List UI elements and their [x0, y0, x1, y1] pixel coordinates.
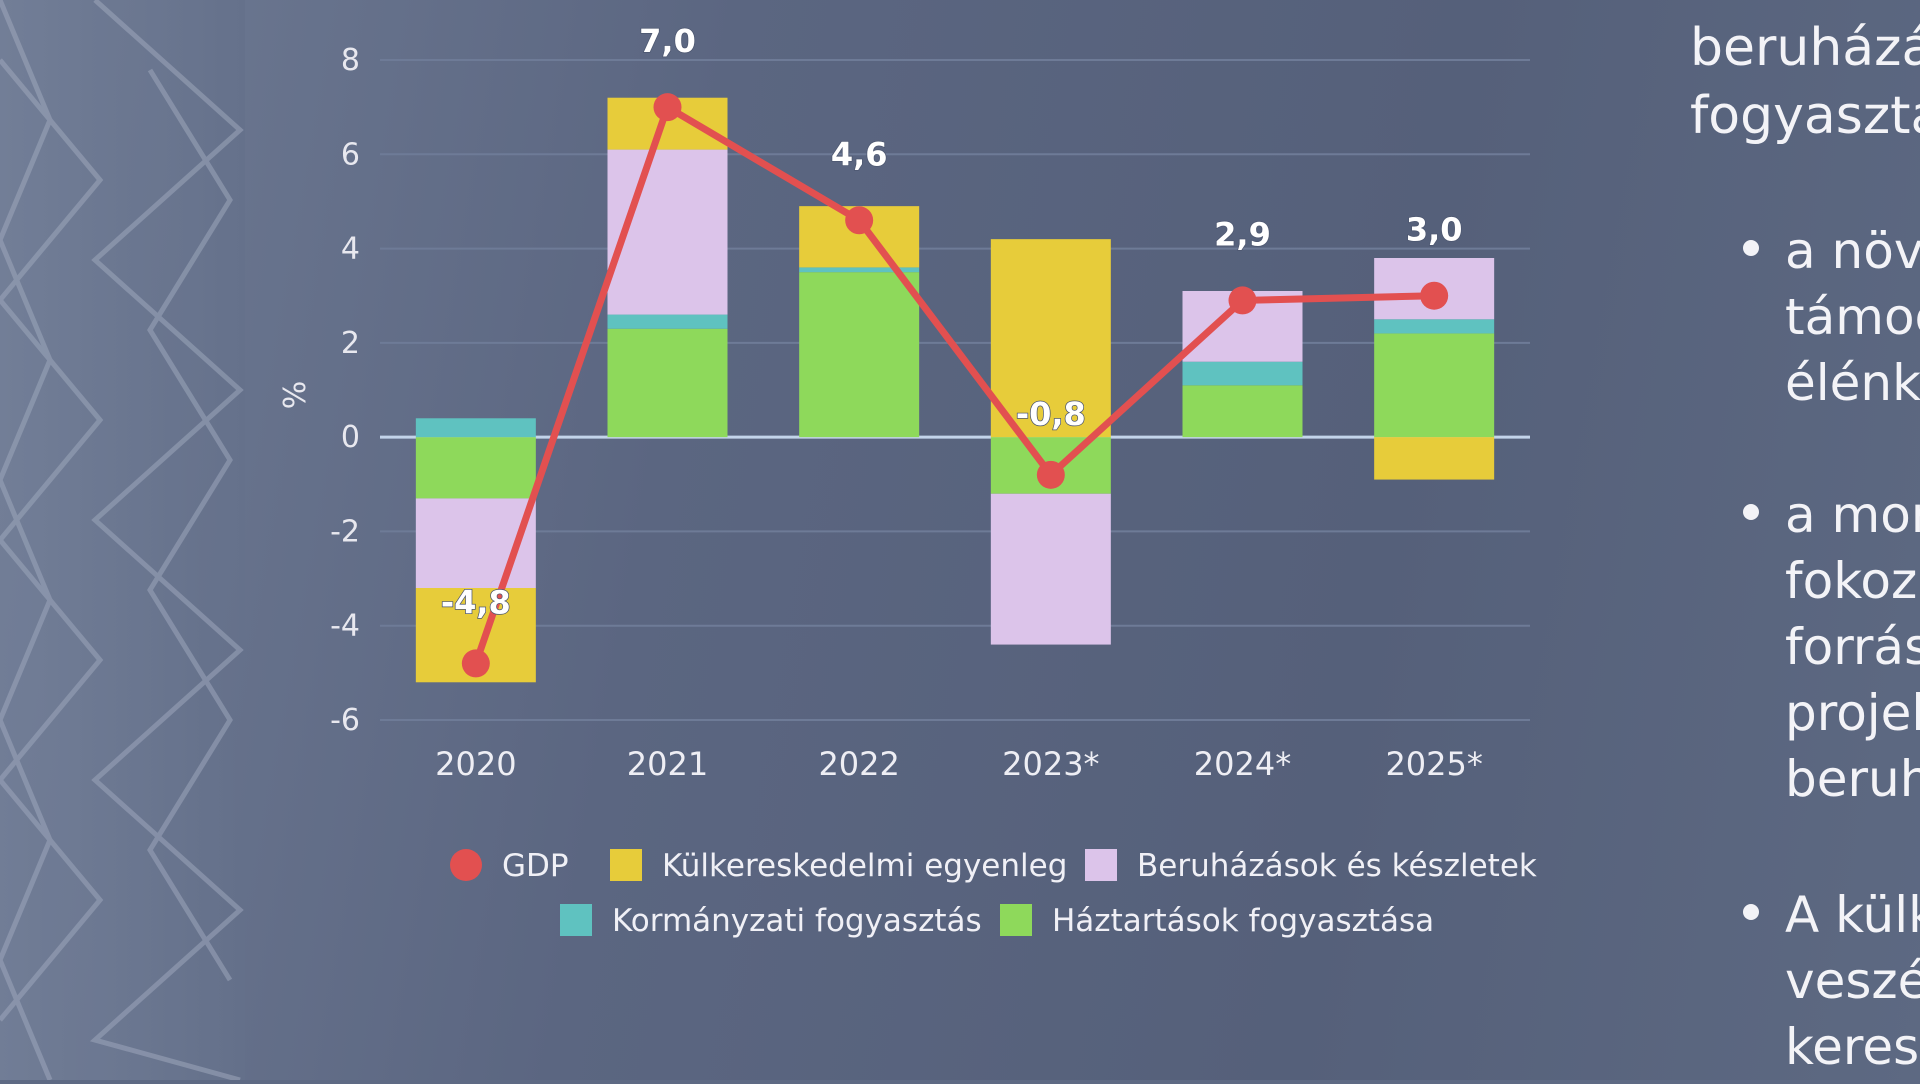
bullet-dot — [1743, 504, 1759, 520]
y-axis-ticks: 8 6 4 2 0 -2 -4 -6 — [330, 43, 360, 738]
bar-segment — [1374, 319, 1495, 334]
bullet-text: A külk — [1785, 886, 1920, 944]
bullet-dot — [1743, 240, 1759, 256]
gdp-point — [1228, 286, 1257, 315]
legend-label: Beruházások és készletek — [1137, 848, 1537, 884]
bar-segment — [607, 328, 728, 438]
bar-segment — [1182, 385, 1303, 438]
bullet-text: fokoz — [1785, 552, 1918, 610]
legend-marker — [1085, 849, 1117, 881]
gdp-point — [1420, 281, 1449, 310]
x-tick-label: 2025* — [1385, 745, 1482, 783]
legend: GDP Külkereskedelmi egyenleg Beruházások é… — [450, 848, 1537, 939]
bullet-text: a mon — [1785, 486, 1920, 544]
y-tick-label: -6 — [330, 703, 360, 738]
gdp-point — [1036, 460, 1065, 489]
gdp-point — [653, 93, 682, 122]
legend-marker — [560, 904, 592, 936]
legend-marker — [450, 849, 482, 881]
data-label: 4,6 — [831, 135, 888, 173]
bar-segment — [607, 314, 728, 329]
grid-lines — [380, 59, 1530, 721]
data-label: 7,0 — [639, 22, 696, 60]
legend-label: GDP — [502, 848, 569, 884]
x-tick-label: 2024* — [1194, 745, 1291, 783]
bullet-dot — [1743, 904, 1759, 920]
y-axis-label: % — [278, 381, 313, 410]
bars — [415, 97, 1495, 683]
legend-label: Háztartások fogyasztása — [1052, 903, 1434, 939]
side-text-line: beruházá — [1690, 18, 1920, 78]
slide-side-text: beruházá fogyasztá a növ támog élénkü a … — [1690, 0, 1920, 1080]
y-tick-label: 0 — [341, 420, 360, 455]
bullet-text: projek — [1785, 684, 1920, 742]
bar-segment — [799, 267, 920, 273]
legend-marker — [1000, 904, 1032, 936]
x-tick-label: 2022 — [818, 745, 899, 783]
y-tick-label: 4 — [341, 232, 360, 267]
bullet-text: veszé — [1785, 952, 1920, 1010]
bar-segment — [415, 437, 536, 499]
y-tick-label: 6 — [341, 137, 360, 172]
x-axis-ticks: 2020 2021 2022 2023* 2024* 2025* — [435, 745, 1483, 783]
gdp-line-path — [472, 101, 1435, 665]
side-text-line: fogyasztá — [1690, 86, 1920, 146]
x-tick-label: 2021 — [627, 745, 708, 783]
data-label: 3,0 — [1406, 211, 1463, 249]
gdp-line — [461, 93, 1449, 678]
bar-segment — [1374, 437, 1495, 480]
bullet-text: a növ — [1785, 222, 1920, 280]
gdp-point — [461, 649, 490, 678]
data-label: -4,8 — [441, 583, 511, 621]
data-label: -0,8 — [1016, 395, 1086, 433]
y-tick-label: -2 — [330, 514, 360, 549]
bullet-text: élénkü — [1785, 354, 1920, 412]
x-tick-label: 2023* — [1002, 745, 1099, 783]
y-tick-label: 2 — [341, 326, 360, 361]
decorative-pattern-band — [0, 0, 245, 1083]
legend-label: Kormányzati fogyasztás — [612, 903, 982, 939]
gdp-point — [845, 206, 874, 235]
bullet-text: forrás — [1785, 618, 1920, 676]
bar-segment — [990, 493, 1111, 645]
bar-segment — [1374, 333, 1495, 438]
bullet-text: beruh — [1785, 750, 1920, 808]
legend-label: Külkereskedelmi egyenleg — [662, 848, 1067, 884]
legend-marker — [610, 849, 642, 881]
bar-segment — [990, 239, 1111, 438]
bar-segment — [799, 272, 920, 438]
bullet-text: keresl — [1785, 1018, 1920, 1076]
data-label: 2,9 — [1214, 215, 1271, 253]
y-tick-label: -4 — [330, 609, 360, 644]
data-labels: -4,8 7,0 4,6 -0,8 2,9 3,0 — [440, 21, 1463, 622]
x-tick-label: 2020 — [435, 745, 516, 783]
bar-segment — [415, 418, 536, 438]
bar-segment — [1182, 361, 1303, 386]
zigzag-pattern — [0, 0, 244, 1083]
y-tick-label: 8 — [341, 43, 360, 78]
bullet-text: támog — [1785, 288, 1920, 346]
